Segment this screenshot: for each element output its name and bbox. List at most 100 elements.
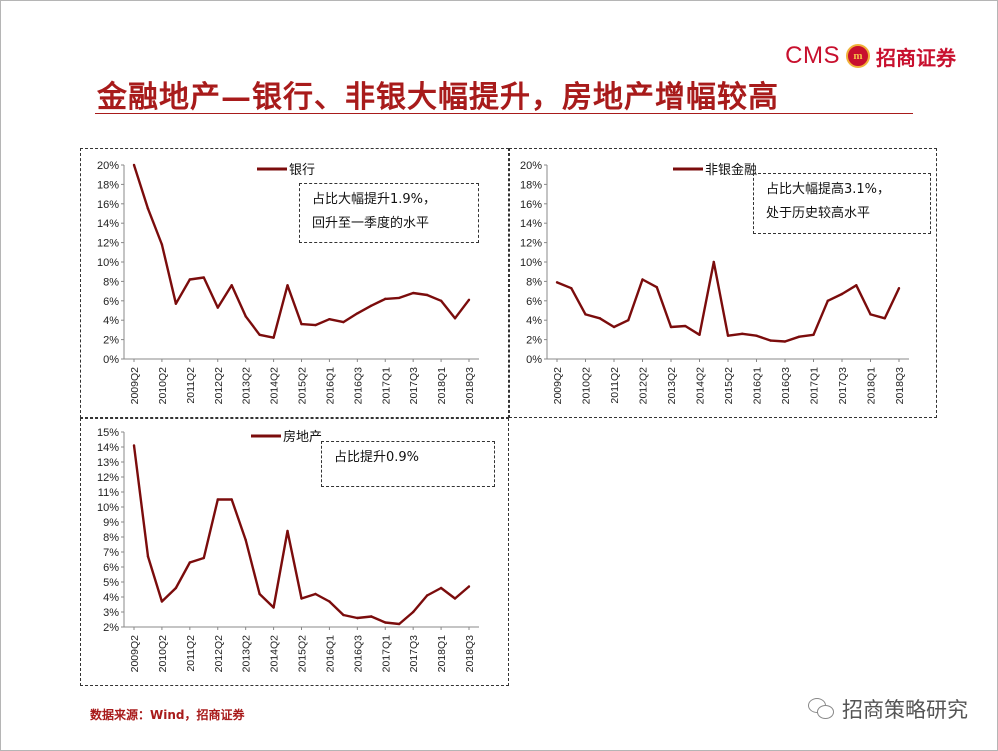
bank-x-tick-label: 2018Q3 — [464, 367, 476, 405]
nonbank-data-point — [669, 325, 673, 329]
nonbank-x-tick-label: 2013Q2 — [666, 367, 678, 405]
bank-data-point — [258, 333, 261, 336]
bank-y-tick-label: 8% — [103, 276, 119, 288]
nonbank-y-tick-label: 0% — [526, 354, 542, 366]
nonbank-data-point — [598, 317, 601, 320]
realestate-data-point — [370, 615, 373, 618]
bank-data-point — [188, 278, 192, 281]
chart-panel-bank: 0% 2% 4% 6% 8% 10% 12% 14% 16% 18% 20% 2009Q2 2010Q2… — [80, 148, 509, 418]
nonbank-y-tick-label: 10% — [520, 257, 542, 269]
realestate-y-tick-label: 5% — [103, 577, 119, 589]
realestate-data-point — [258, 592, 261, 596]
nonbank-y-tick-label: 20% — [520, 160, 542, 172]
bank-data-point — [174, 302, 178, 305]
bank-y-tick-label: 0% — [103, 354, 119, 366]
watermark: 招商策略研究 — [808, 694, 968, 724]
realestate-x-tick-label: 2010Q2 — [157, 635, 169, 673]
realestate-legend-label: 房地产 — [283, 429, 322, 445]
realestate-data-point — [453, 597, 457, 600]
realestate-y-tick-label: 12% — [97, 472, 119, 484]
bank-data-point — [216, 306, 219, 309]
realestate-x-tick-label: 2012Q2 — [213, 635, 225, 673]
nonbank-x-tick-label: 2016Q1 — [752, 367, 764, 405]
bank-data-point — [384, 297, 387, 301]
bank-data-point — [356, 312, 359, 315]
realestate-x-tick-label: 2017Q3 — [408, 635, 420, 673]
realestate-x-tick-label: 2011Q2 — [185, 635, 197, 672]
nonbank-data-point — [783, 340, 787, 343]
bank-y-tick-label: 14% — [97, 218, 119, 230]
nonbank-y-tick-label: 18% — [520, 179, 542, 191]
bank-y-tick-label: 6% — [103, 296, 119, 308]
bank-x-tick-label: 2018Q1 — [436, 367, 448, 405]
realestate-y-tick-label: 15% — [97, 427, 119, 439]
realestate-x-tick-label: 2013Q2 — [241, 635, 253, 673]
realestate-data-point — [328, 600, 331, 603]
nonbank-y-tick-label: 16% — [520, 199, 542, 211]
bank-data-point — [411, 291, 415, 295]
nonbank-data-point — [698, 333, 701, 336]
title-divider — [95, 113, 913, 114]
realestate-data-point — [356, 616, 359, 620]
bank-data-point — [453, 317, 457, 320]
logo-cms-text: CMS — [785, 42, 840, 69]
realestate-x-tick-label: 2009Q2 — [129, 635, 141, 673]
bank-annotation: 占比大幅提升1.9%， 回升至一季度的水平 — [299, 183, 479, 243]
bank-x-tick-label: 2014Q2 — [269, 367, 281, 405]
realestate-data-point — [439, 586, 443, 590]
bank-line-chart: 0% 2% 4% 6% 8% 10% 12% 14% 16% 18% 20% 2009Q2 2010Q2… — [97, 160, 479, 405]
nonbank-data-point — [584, 313, 587, 316]
nonbank-data-point — [612, 325, 616, 329]
bank-data-point — [160, 243, 164, 246]
nonbank-data-point — [897, 286, 901, 290]
nonbank-x-tick-label: 2016Q3 — [780, 367, 792, 405]
bank-y-tick-label: 20% — [97, 160, 119, 172]
realestate-x-tick-label: 2016Q1 — [324, 635, 336, 673]
bank-data-point — [230, 284, 233, 287]
realestate-data-point — [384, 621, 387, 624]
bank-y-tick-label: 16% — [97, 199, 119, 211]
nonbank-x-tick-label: 2014Q2 — [695, 367, 707, 405]
bank-y-tick-label: 18% — [97, 179, 119, 191]
realestate-x-tick-label: 2016Q3 — [352, 635, 364, 673]
bank-x-tick-label: 2017Q1 — [380, 367, 392, 405]
realestate-x-tick-label: 2017Q1 — [380, 635, 392, 673]
realestate-data-point — [286, 529, 289, 533]
nonbank-data-point — [755, 334, 758, 337]
realestate-data-point — [216, 498, 219, 501]
nonbank-data-point — [855, 284, 858, 287]
nonbank-x-tick-label: 2010Q2 — [581, 367, 593, 405]
bank-annotation-line-2: 回升至一季度的水平 — [312, 216, 430, 231]
realestate-x-tick-label: 2018Q3 — [464, 635, 476, 673]
nonbank-x-tick-label: 2009Q2 — [552, 367, 564, 405]
realestate-data-point — [342, 613, 345, 617]
realestate-y-tick-label: 4% — [103, 592, 119, 604]
realestate-data-point — [272, 606, 275, 609]
realestate-x-tick-label: 2018Q1 — [436, 635, 448, 673]
bank-data-point — [370, 304, 373, 307]
realestate-data-point — [411, 610, 415, 614]
nonbank-annotation-line-2: 处于历史较高水平 — [766, 206, 871, 221]
nonbank-x-tick-label: 2018Q1 — [866, 367, 878, 405]
nonbank-y-tick-label: 12% — [520, 238, 542, 250]
bank-x-tick-label: 2012Q2 — [213, 367, 225, 405]
nonbank-data-point — [712, 260, 715, 264]
nonbank-data-point — [840, 292, 844, 296]
nonbank-data-point — [684, 324, 687, 328]
bank-data-point — [398, 296, 401, 300]
bank-data-point — [314, 323, 317, 327]
nonbank-x-tick-label: 2011Q2 — [609, 367, 621, 404]
nonbank-annotation-line-1: 占比大幅提高3.1%， — [766, 182, 891, 197]
bank-x-tick-label: 2010Q2 — [157, 367, 169, 405]
page-title: 金融地产—银行、非银大幅提升，房地产增幅较高 — [97, 80, 779, 115]
nonbank-data-point — [741, 332, 744, 335]
nonbank-y-tick-label: 2% — [526, 335, 542, 347]
bank-legend-label: 银行 — [289, 163, 315, 178]
logo-company-name: 招商证券 — [876, 45, 956, 70]
nonbank-x-tick-label: 2015Q2 — [723, 367, 735, 405]
nonbank-y-tick-label: 6% — [526, 296, 542, 308]
realestate-y-tick-label: 13% — [97, 457, 119, 469]
bank-data-point — [342, 320, 345, 324]
realestate-y-tick-label: 7% — [103, 547, 119, 559]
bank-x-tick-label: 2015Q2 — [297, 367, 309, 405]
